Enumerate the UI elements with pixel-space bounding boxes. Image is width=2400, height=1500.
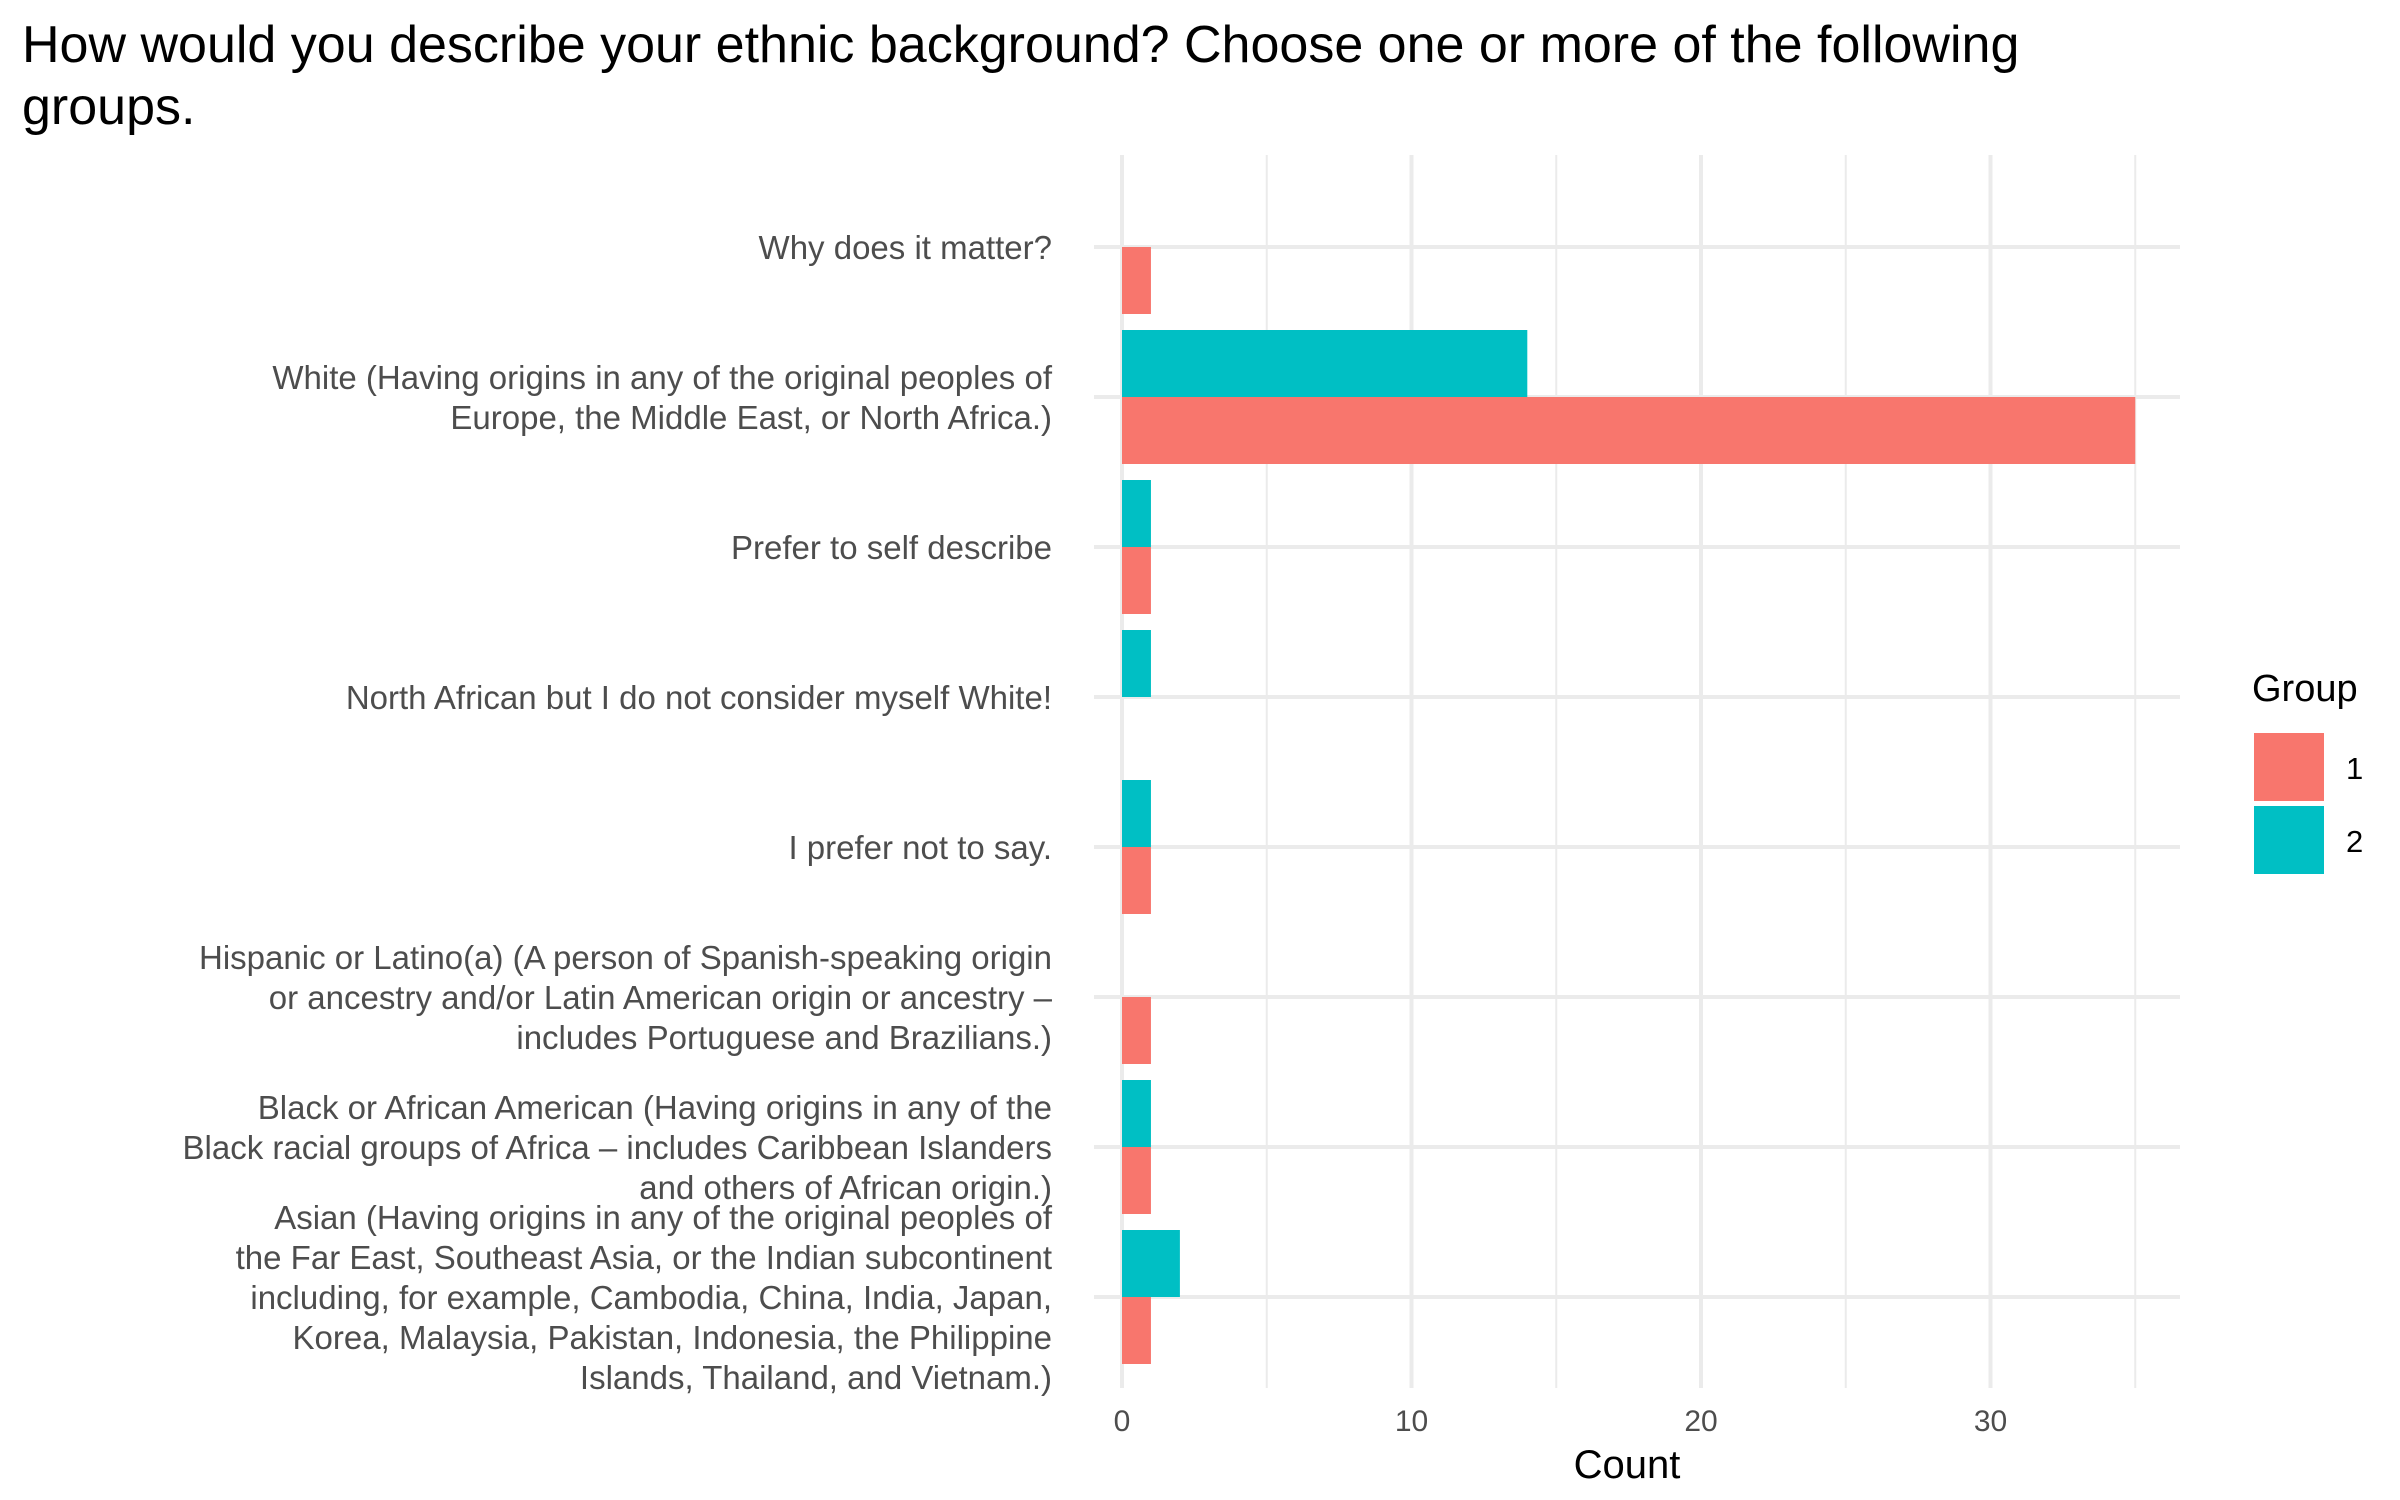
category-label: North African but I do not consider myse… <box>346 679 1052 716</box>
category-label: Black or African American (Having origin… <box>183 1089 1052 1206</box>
bar-series-2 <box>1122 780 1151 847</box>
legend-label: 1 <box>2346 751 2363 786</box>
bar-series-1 <box>1122 847 1151 914</box>
category-label: I prefer not to say. <box>788 829 1052 866</box>
legend-title: Group <box>2252 668 2358 710</box>
category-label: Prefer to self describe <box>731 529 1052 566</box>
x-tick-label: 10 <box>1395 1405 1428 1438</box>
legend: Group 1 2 <box>2252 668 2363 874</box>
category-label: White (Having origins in any of the orig… <box>272 359 1052 436</box>
category-label: Hispanic or Latino(a) (A person of Spani… <box>199 939 1053 1056</box>
bar-series-2 <box>1122 1230 1180 1297</box>
bar-series-2 <box>1122 480 1151 547</box>
x-tick-label: 0 <box>1114 1405 1131 1438</box>
category-label: Asian (Having origins in any of the orig… <box>236 1199 1053 1396</box>
bar-series-2 <box>1122 630 1151 697</box>
legend-key-2 <box>2254 806 2324 874</box>
bar-series-1 <box>1122 547 1151 614</box>
legend-key-1 <box>2254 733 2324 801</box>
bar-series-1 <box>1122 247 1151 314</box>
x-tick-labels: 0 10 20 30 <box>1114 1405 2008 1438</box>
bar-series-2 <box>1122 330 1528 397</box>
x-tick-label: 20 <box>1684 1405 1717 1438</box>
chart-title: How would you describe your ethnic backg… <box>22 16 2020 136</box>
category-label: Why does it matter? <box>759 229 1052 266</box>
category-labels: Why does it matter? White (Having origins… <box>183 229 1053 1396</box>
bar-series-1 <box>1122 1297 1151 1364</box>
legend-label: 2 <box>2346 824 2363 859</box>
bars <box>1122 247 2136 1364</box>
bar-series-1 <box>1122 397 2136 464</box>
bar-series-1 <box>1122 997 1151 1064</box>
bar-series-1 <box>1122 1147 1151 1214</box>
bar-series-2 <box>1122 1080 1151 1147</box>
x-tick-label: 30 <box>1974 1405 2007 1438</box>
x-axis-title: Count <box>1574 1443 1681 1487</box>
